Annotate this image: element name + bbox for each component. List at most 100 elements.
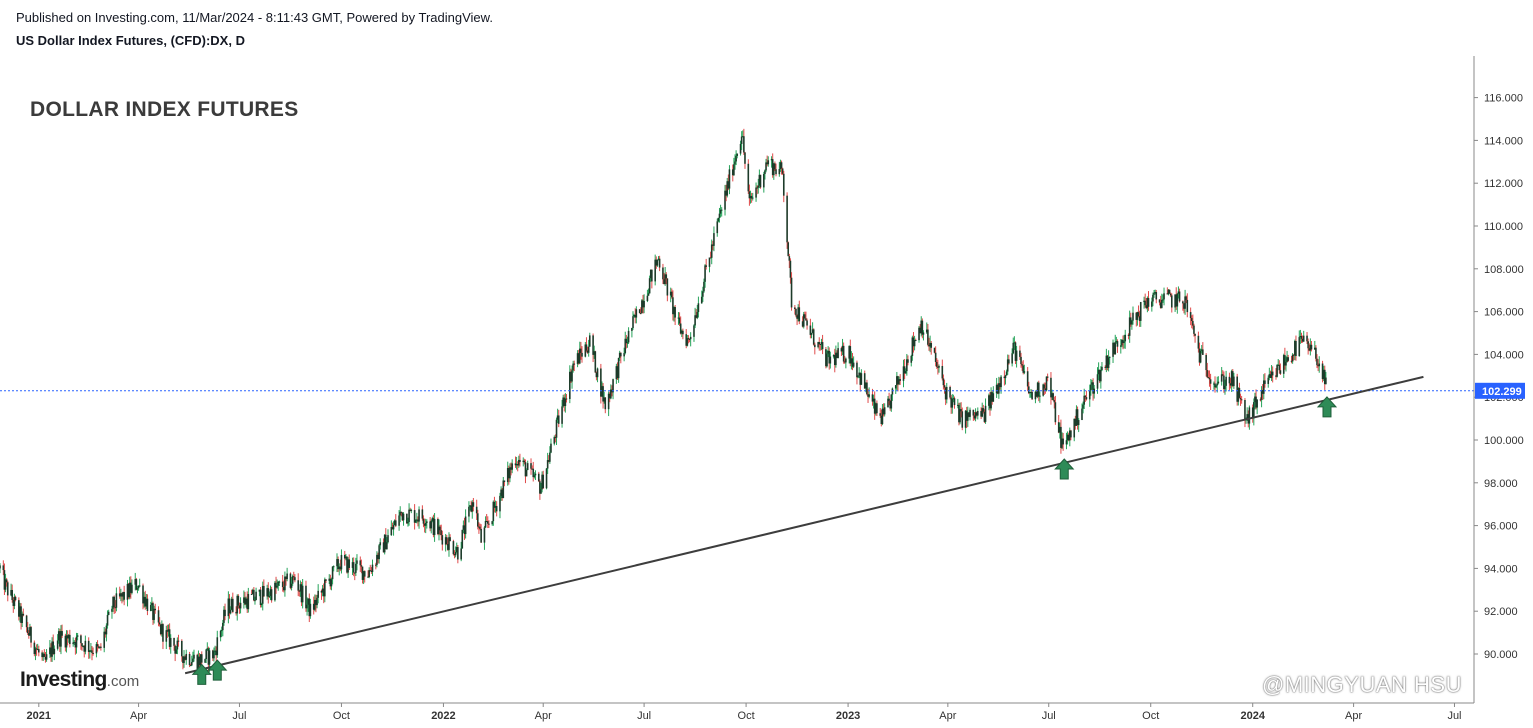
- candle: [525, 468, 528, 477]
- candle-body: [1263, 380, 1265, 394]
- candle-body: [1294, 340, 1296, 356]
- candle-body: [530, 463, 532, 469]
- candle: [1254, 392, 1256, 410]
- candle-body: [95, 644, 98, 654]
- candle: [934, 346, 937, 367]
- candle-body: [518, 459, 520, 466]
- candle: [755, 182, 757, 202]
- candle-body: [1286, 357, 1288, 363]
- candle: [927, 323, 929, 347]
- y-axis: 90.00092.00094.00096.00098.000100.000102…: [1473, 56, 1533, 703]
- candle: [958, 402, 960, 426]
- candle: [587, 339, 590, 357]
- candle: [213, 647, 215, 662]
- candle: [206, 642, 209, 651]
- candle-body: [1192, 320, 1194, 326]
- candle: [182, 656, 184, 670]
- candle-body: [975, 412, 978, 416]
- candle-body: [254, 600, 256, 602]
- candle-body: [247, 594, 250, 610]
- candle-body: [1036, 382, 1039, 397]
- candle-body: [355, 563, 357, 573]
- candle-body: [485, 521, 488, 523]
- candle-body: [239, 602, 242, 609]
- candle: [1177, 286, 1180, 299]
- candle: [1279, 363, 1282, 375]
- candle-body: [453, 554, 456, 556]
- candle: [1003, 370, 1006, 386]
- candle-body: [889, 401, 892, 409]
- candle-body: [1053, 400, 1056, 403]
- candle-body: [913, 340, 916, 347]
- candle: [1121, 339, 1123, 348]
- candle: [84, 635, 87, 655]
- candle: [127, 582, 130, 599]
- x-axis: 2021 Apr Jul Oct 2022 Apr Jul Oct 2023 Apr Jul Oct 2…: [0, 702, 1474, 722]
- candle-body: [115, 593, 118, 608]
- candle: [960, 402, 962, 418]
- candle-body: [767, 160, 770, 165]
- candle: [981, 402, 984, 418]
- candle: [967, 406, 969, 427]
- candle: [557, 409, 560, 428]
- candle: [1322, 365, 1325, 381]
- candle-body: [3, 570, 6, 590]
- candle: [309, 598, 312, 619]
- candle-body: [274, 582, 276, 601]
- candle: [1084, 395, 1087, 402]
- candle-body: [1279, 370, 1282, 374]
- candle-body: [741, 136, 744, 138]
- candle-body: [952, 398, 955, 400]
- candle-body: [1004, 375, 1007, 379]
- candle-body: [570, 371, 572, 382]
- candle: [639, 307, 642, 315]
- x-tick-label: Apr: [939, 710, 956, 722]
- candle-body: [981, 408, 984, 417]
- candle-body: [911, 337, 914, 357]
- candle: [1323, 365, 1326, 390]
- candle-body: [244, 597, 246, 605]
- candle-body: [298, 590, 301, 592]
- candle-body: [1175, 294, 1178, 307]
- candle-body: [1031, 392, 1033, 400]
- candle-body: [266, 588, 268, 597]
- candle-body: [898, 379, 900, 385]
- candle: [34, 646, 37, 661]
- candle: [612, 378, 614, 400]
- candle: [680, 329, 683, 338]
- candle: [392, 521, 395, 536]
- candle: [1030, 388, 1032, 398]
- candle-body: [1224, 385, 1226, 390]
- y-tick-label: 112.000: [1484, 178, 1523, 190]
- candle: [953, 396, 956, 409]
- candle: [827, 346, 829, 358]
- candle: [611, 385, 613, 397]
- candle: [810, 332, 813, 339]
- candle: [1065, 432, 1068, 450]
- candle: [1259, 397, 1262, 402]
- candle-body: [516, 464, 519, 466]
- candle: [618, 350, 621, 362]
- candle: [756, 185, 758, 195]
- candle-body: [336, 559, 338, 567]
- candle-body: [1207, 377, 1210, 379]
- candle: [398, 510, 400, 531]
- symbol-title: US Dollar Index Futures, (CFD):DX, D: [16, 33, 245, 48]
- candle: [45, 649, 48, 662]
- candle: [972, 409, 975, 421]
- candle-body: [705, 265, 707, 267]
- candle-body: [11, 589, 13, 601]
- candle-body: [549, 452, 551, 462]
- candle-body: [1104, 366, 1107, 368]
- candle: [509, 463, 511, 483]
- candle: [1256, 399, 1258, 415]
- candle-body: [462, 525, 465, 530]
- candle: [1215, 384, 1217, 389]
- candle-body: [328, 578, 331, 581]
- candle-body: [663, 279, 665, 285]
- candle: [518, 455, 520, 468]
- candle-body: [725, 190, 727, 196]
- candle-body: [1000, 376, 1002, 388]
- candle-body: [197, 656, 200, 670]
